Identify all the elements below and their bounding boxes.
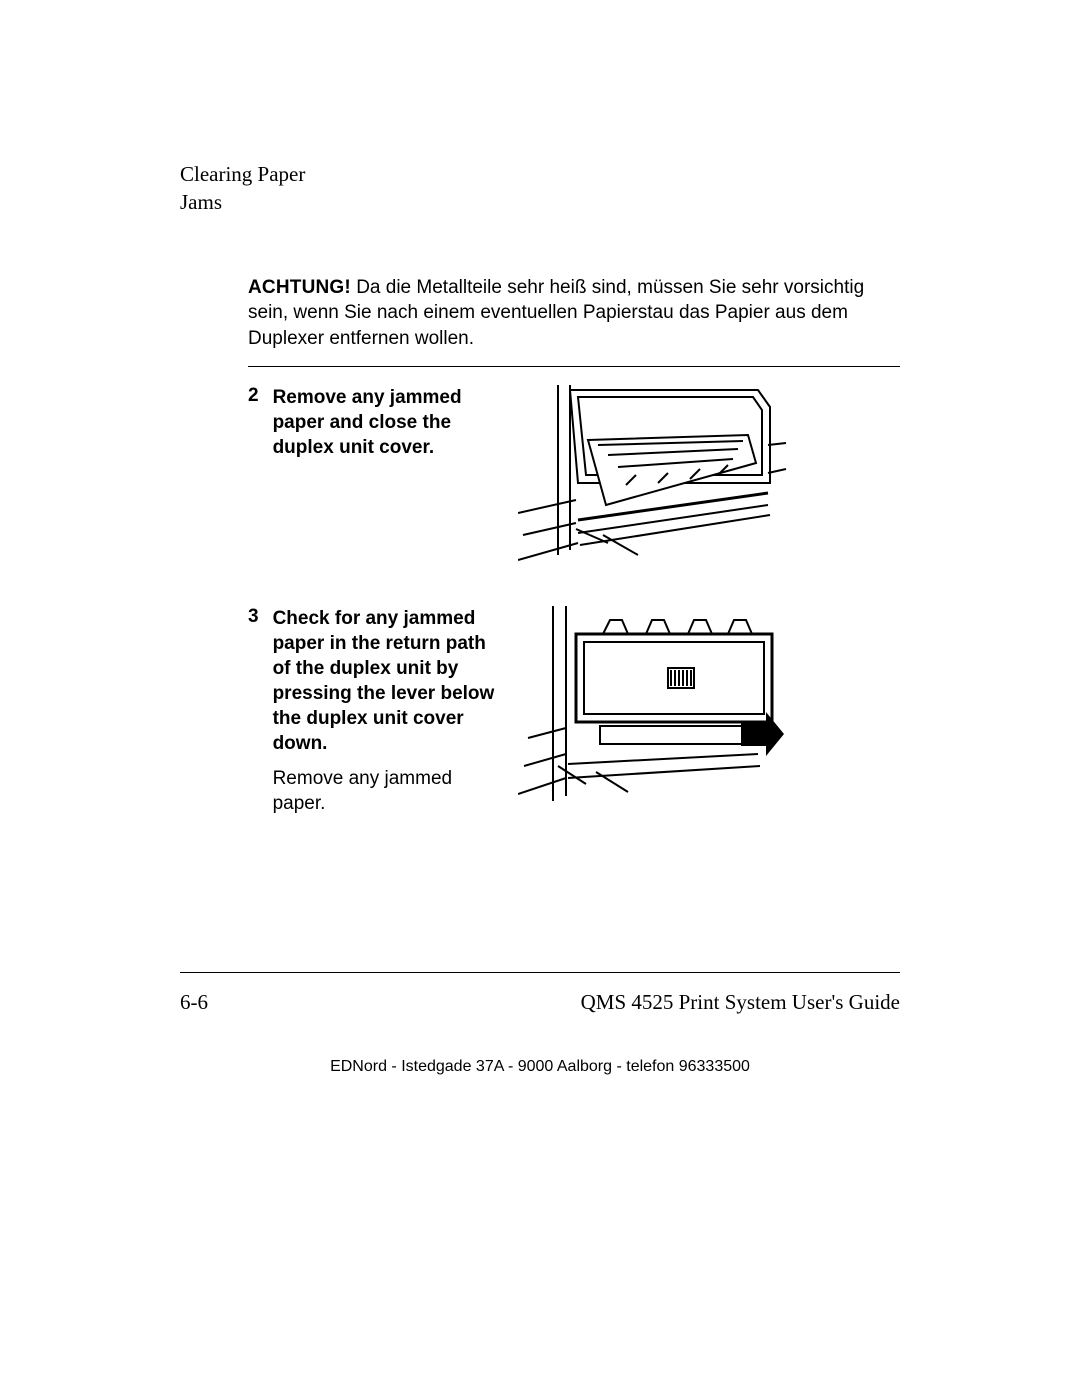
header-line1: Clearing Paper xyxy=(180,162,305,186)
step-text-col: 3 Check for any jammed paper in the retu… xyxy=(248,606,498,817)
step-number: 2 xyxy=(248,385,259,580)
footer-rule xyxy=(180,972,900,973)
step-row: 2 Remove any jammed paper and close the … xyxy=(248,385,900,580)
step-number: 3 xyxy=(248,606,259,817)
step-body: Check for any jammed paper in the return… xyxy=(273,606,498,817)
section-header: Clearing Paper Jams xyxy=(180,160,900,217)
warning-label: ACHTUNG! xyxy=(248,277,351,298)
step-title: Check for any jammed paper in the return… xyxy=(273,606,498,756)
page-number: 6-6 xyxy=(180,990,208,1015)
step-text-col: 2 Remove any jammed paper and close the … xyxy=(248,385,498,580)
guide-title: QMS 4525 Print System User's Guide xyxy=(581,990,900,1015)
step-row: 3 Check for any jammed paper in the retu… xyxy=(248,606,900,817)
warning-block: ACHTUNG! Da die Metallteile sehr heiß si… xyxy=(248,275,900,367)
step-illustration-icon xyxy=(518,385,788,580)
header-line2: Jams xyxy=(180,190,222,214)
footer-line: 6-6 QMS 4525 Print System User's Guide xyxy=(180,990,900,1015)
step-body: Remove any jammed paper and close the du… xyxy=(273,385,498,580)
step-illustration-icon xyxy=(518,606,788,801)
step-extra: Remove any jammed paper. xyxy=(273,766,498,816)
imprint-line: EDNord - Istedgade 37A - 9000 Aalborg - … xyxy=(180,1058,900,1076)
step-title: Remove any jammed paper and close the du… xyxy=(273,385,498,460)
